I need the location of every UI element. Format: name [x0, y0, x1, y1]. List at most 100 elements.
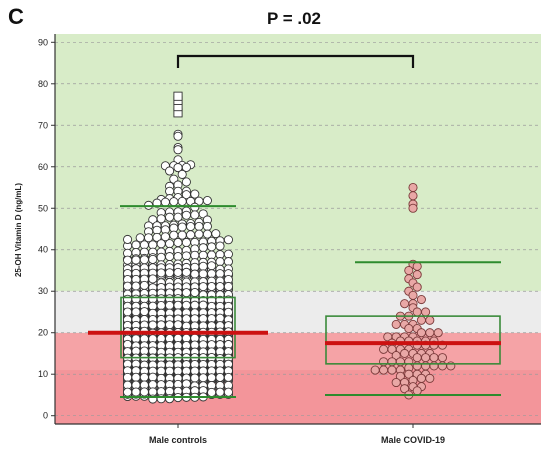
- category-label-male-covid: Male COVID-19: [381, 435, 445, 445]
- covid-point: [412, 386, 422, 396]
- control-point: [198, 243, 208, 253]
- control-point: [198, 209, 208, 219]
- control-point: [194, 229, 204, 239]
- control-point: [181, 162, 191, 172]
- covid-point: [416, 315, 426, 325]
- covid-point: [421, 307, 431, 317]
- covid-point: [429, 353, 439, 363]
- control-point: [198, 269, 208, 279]
- covid-point: [425, 328, 435, 338]
- control-point: [156, 239, 166, 249]
- control-point: [139, 307, 149, 317]
- covid-point: [391, 350, 401, 361]
- control-outlier: [173, 91, 183, 101]
- control-point: [190, 373, 200, 383]
- axes: [51, 34, 541, 428]
- control-point: [223, 235, 233, 245]
- control-point: [123, 387, 133, 397]
- covid-iqr-box: [325, 315, 501, 365]
- control-point: [181, 267, 191, 277]
- control-point: [215, 313, 225, 323]
- chart-text: C P = .02 25-OH Vitamin D (ng/mL) Male c…: [8, 4, 445, 445]
- control-point: [173, 300, 183, 310]
- covid-point: [404, 324, 414, 334]
- control-point: [207, 282, 217, 292]
- control-point: [190, 288, 200, 298]
- covid-point: [387, 365, 397, 375]
- control-point: [173, 320, 183, 330]
- covid-point: [416, 294, 426, 305]
- control-point: [223, 372, 233, 382]
- control-point: [223, 281, 233, 292]
- y-tick-label: 0: [43, 411, 48, 421]
- covid-point: [395, 371, 405, 381]
- control-point: [177, 222, 187, 232]
- control-point: [169, 197, 179, 207]
- control-iqr-box: [120, 296, 236, 359]
- control-point: [160, 232, 170, 242]
- covid-point: [425, 315, 435, 325]
- covid-point: [408, 182, 418, 193]
- control-point: [148, 320, 158, 330]
- control-point: [198, 373, 208, 383]
- control-point: [190, 202, 200, 212]
- control-point: [165, 300, 175, 310]
- covid-point: [416, 373, 426, 383]
- control-point: [173, 131, 183, 141]
- y-tick-label: 10: [38, 369, 48, 379]
- control-point: [131, 281, 141, 291]
- control-point: [198, 282, 208, 292]
- covid-point: [379, 365, 389, 375]
- y-axis-label: 25-OH Vitamin D (ng/mL): [14, 183, 23, 277]
- control-point: [131, 307, 141, 317]
- control-point: [190, 269, 200, 279]
- covid-point: [412, 261, 422, 271]
- control-point: [202, 221, 212, 231]
- control-point: [211, 229, 221, 239]
- control-point: [156, 300, 166, 311]
- control-point: [190, 189, 200, 199]
- background-zones: [55, 34, 541, 424]
- control-point: [173, 145, 183, 155]
- control-point: [131, 240, 141, 250]
- control-point: [123, 234, 133, 245]
- control-point: [156, 320, 166, 330]
- y-tick-label: 20: [38, 328, 48, 338]
- control-point: [139, 372, 149, 382]
- control-point: [190, 300, 200, 310]
- covid-point: [437, 353, 447, 363]
- control-point: [165, 166, 175, 176]
- covid-point: [404, 265, 414, 276]
- control-point: [173, 251, 183, 262]
- control-point: [148, 372, 158, 382]
- control-point: [156, 268, 166, 278]
- control-point: [165, 320, 175, 330]
- control-point: [181, 237, 191, 248]
- control-point: [186, 221, 196, 232]
- control-point: [165, 268, 175, 278]
- control-point: [165, 212, 175, 222]
- control-point: [181, 210, 191, 220]
- covid-point: [416, 328, 426, 338]
- covid-point: [408, 290, 418, 300]
- covid-point: [370, 365, 380, 375]
- y-tick-label: 30: [38, 286, 48, 296]
- control-point: [215, 257, 225, 267]
- category-label-male-controls: Male controls: [149, 435, 207, 445]
- covid-point: [412, 353, 422, 363]
- control-point: [181, 177, 191, 187]
- control-point: [139, 280, 149, 290]
- covid-point: [391, 377, 401, 388]
- covid-point: [412, 270, 422, 280]
- covid-point: [412, 307, 422, 317]
- p-value-annotation: P = .02: [267, 9, 321, 28]
- control-point: [194, 221, 204, 231]
- control-point: [223, 249, 233, 259]
- control-point: [223, 307, 233, 317]
- control-point: [207, 261, 217, 271]
- y-tick-label: 90: [38, 37, 48, 47]
- covid-point: [433, 328, 443, 338]
- control-point: [123, 307, 133, 317]
- control-point: [181, 251, 191, 261]
